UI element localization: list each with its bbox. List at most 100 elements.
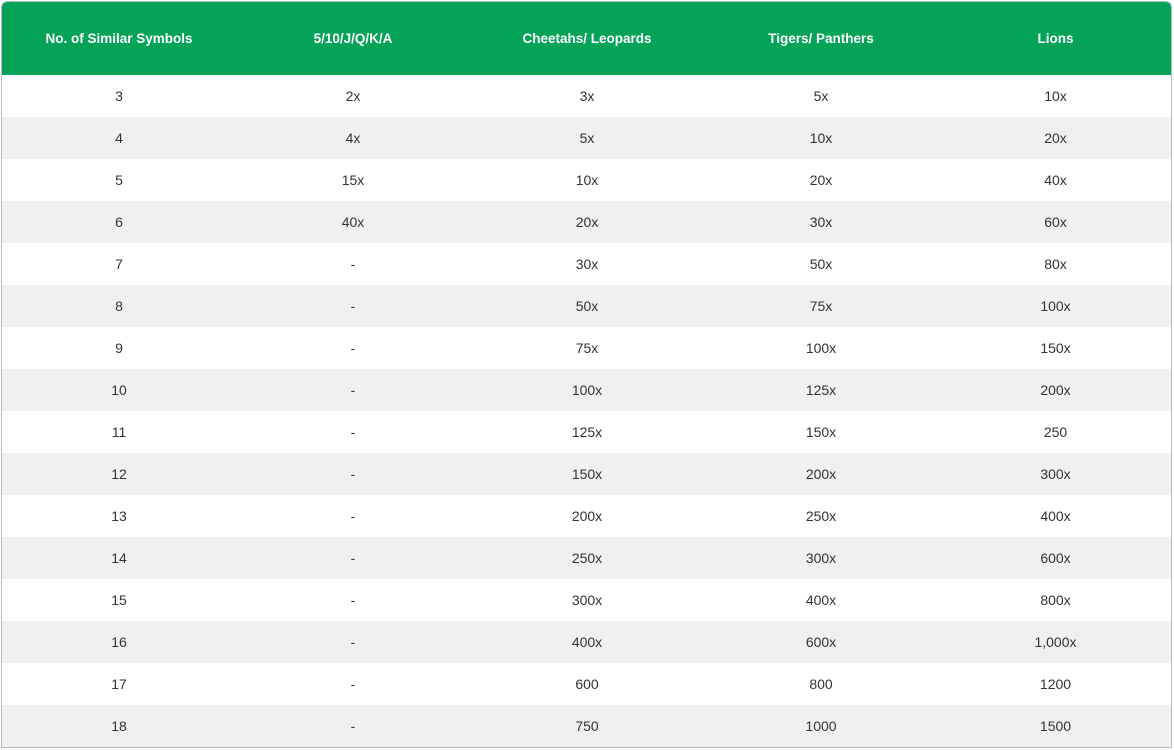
lion-payout-cell: 40x: [1044, 172, 1067, 188]
lion-payout-cell: 60x: [1044, 214, 1067, 230]
cheetah-payout-cell: 600: [575, 676, 599, 692]
lion-payout-cell: 800x: [1040, 592, 1071, 608]
table-row: 9 - 75x 100x 150x: [2, 327, 1171, 369]
header-lions: Lions: [1037, 31, 1074, 46]
card-payout-cell: -: [350, 718, 356, 734]
cheetah-payout-cell: 100x: [571, 382, 603, 398]
lion-payout-cell: 80x: [1044, 256, 1067, 272]
table-row: 4 4x 5x 10x 20x: [2, 117, 1171, 159]
tiger-payout-cell: 100x: [805, 340, 837, 356]
cheetah-payout-cell: 125x: [571, 424, 603, 440]
cheetah-payout-cell: 150x: [571, 466, 603, 482]
cheetah-payout-cell: 10x: [575, 172, 599, 188]
lion-payout-cell: 600x: [1040, 550, 1071, 566]
tiger-payout-cell: 200x: [805, 466, 837, 482]
tiger-payout-cell: 1000: [805, 718, 837, 734]
header-card-symbols: 5/10/J/Q/K/A: [313, 31, 393, 46]
lion-payout-cell: 1500: [1039, 718, 1072, 734]
symbol-count-cell: 12: [111, 466, 127, 482]
tiger-payout-cell: 5x: [813, 88, 829, 104]
card-payout-cell: 4x: [345, 130, 361, 146]
card-payout-cell: -: [350, 382, 356, 398]
cheetah-payout-cell: 200x: [571, 508, 603, 524]
symbol-count-cell: 17: [111, 676, 127, 692]
card-payout-cell: 15x: [341, 172, 365, 188]
table-row: 12 - 150x 200x 300x: [2, 453, 1171, 495]
symbol-count-cell: 10: [111, 382, 127, 398]
cheetah-payout-cell: 50x: [575, 298, 599, 314]
cheetah-payout-cell: 20x: [575, 214, 599, 230]
table-body: 3 2x 3x 5x 10x 4 4x 5x 10x 20x 5 15x 10x 20x 40x 6 40x 20…: [2, 75, 1171, 747]
table-row: 18 - 750 1000 1500: [2, 705, 1171, 747]
header-row: No. of Similar Symbols 5/10/J/Q/K/A Chee…: [2, 2, 1171, 75]
cheetah-payout-cell: 750: [575, 718, 599, 734]
lion-payout-cell: 200x: [1040, 382, 1071, 398]
card-payout-cell: -: [350, 424, 356, 440]
cheetah-payout-cell: 400x: [571, 634, 603, 650]
lion-payout-cell: 10x: [1044, 88, 1067, 104]
card-payout-cell: -: [350, 256, 356, 272]
tiger-payout-cell: 400x: [805, 592, 837, 608]
table-row: 8 - 50x 75x 100x: [2, 285, 1171, 327]
symbol-count-cell: 6: [115, 214, 123, 230]
card-payout-cell: -: [350, 592, 356, 608]
cheetah-payout-cell: 30x: [575, 256, 599, 272]
table-row: 13 - 200x 250x 400x: [2, 495, 1171, 537]
table-row: 11 - 125x 150x 250: [2, 411, 1171, 453]
card-payout-cell: -: [350, 676, 356, 692]
tiger-payout-cell: 600x: [805, 634, 837, 650]
table-row: 17 - 600 800 1200: [2, 663, 1171, 705]
table-row: 5 15x 10x 20x 40x: [2, 159, 1171, 201]
tiger-payout-cell: 10x: [809, 130, 833, 146]
header-cheetahs-leopards: Cheetahs/ Leopards: [522, 31, 652, 46]
table-row: 10 - 100x 125x 200x: [2, 369, 1171, 411]
symbol-count-cell: 11: [111, 424, 127, 440]
lion-payout-cell: 400x: [1040, 508, 1071, 524]
table-header: No. of Similar Symbols 5/10/J/Q/K/A Chee…: [2, 2, 1171, 75]
lion-payout-cell: 150x: [1040, 340, 1071, 356]
cheetah-payout-cell: 250x: [571, 550, 603, 566]
table-row: 7 - 30x 50x 80x: [2, 243, 1171, 285]
lion-payout-cell: 300x: [1040, 466, 1071, 482]
lion-payout-cell: 100x: [1040, 298, 1071, 314]
table-row: 3 2x 3x 5x 10x: [2, 75, 1171, 117]
tiger-payout-cell: 75x: [809, 298, 833, 314]
table-row: 14 - 250x 300x 600x: [2, 537, 1171, 579]
card-payout-cell: -: [350, 550, 356, 566]
symbol-count-cell: 4: [115, 130, 123, 146]
tiger-payout-cell: 50x: [809, 256, 833, 272]
lion-payout-cell: 1200: [1039, 676, 1072, 692]
tiger-payout-cell: 20x: [809, 172, 833, 188]
symbol-count-cell: 18: [111, 718, 127, 734]
cheetah-payout-cell: 3x: [579, 88, 595, 104]
symbol-count-cell: 16: [111, 634, 127, 650]
symbol-count-cell: 14: [111, 550, 127, 566]
tiger-payout-cell: 30x: [809, 214, 833, 230]
card-payout-cell: 2x: [345, 88, 361, 104]
symbol-count-cell: 13: [111, 508, 127, 524]
tiger-payout-cell: 250x: [805, 508, 837, 524]
tiger-payout-cell: 125x: [805, 382, 837, 398]
cheetah-payout-cell: 5x: [579, 130, 595, 146]
table-row: 15 - 300x 400x 800x: [2, 579, 1171, 621]
tiger-payout-cell: 800: [809, 676, 833, 692]
symbol-count-cell: 7: [115, 256, 123, 272]
card-payout-cell: -: [350, 466, 356, 482]
tiger-payout-cell: 300x: [805, 550, 837, 566]
cheetah-payout-cell: 75x: [575, 340, 599, 356]
header-tigers-panthers: Tigers/ Panthers: [768, 31, 874, 46]
lion-payout-cell: 250: [1043, 424, 1068, 440]
symbol-count-cell: 8: [115, 298, 123, 314]
tiger-payout-cell: 150x: [805, 424, 837, 440]
symbol-count-cell: 5: [115, 172, 123, 188]
cheetah-payout-cell: 300x: [571, 592, 603, 608]
card-payout-cell: -: [350, 340, 356, 356]
lion-payout-cell: 20x: [1044, 130, 1067, 146]
card-payout-cell: -: [350, 298, 356, 314]
symbol-count-cell: 3: [115, 88, 123, 104]
lion-payout-cell: 1,000x: [1034, 634, 1077, 650]
card-payout-cell: -: [350, 634, 356, 650]
table-row: 6 40x 20x 30x 60x: [2, 201, 1171, 243]
card-payout-cell: -: [350, 508, 356, 524]
